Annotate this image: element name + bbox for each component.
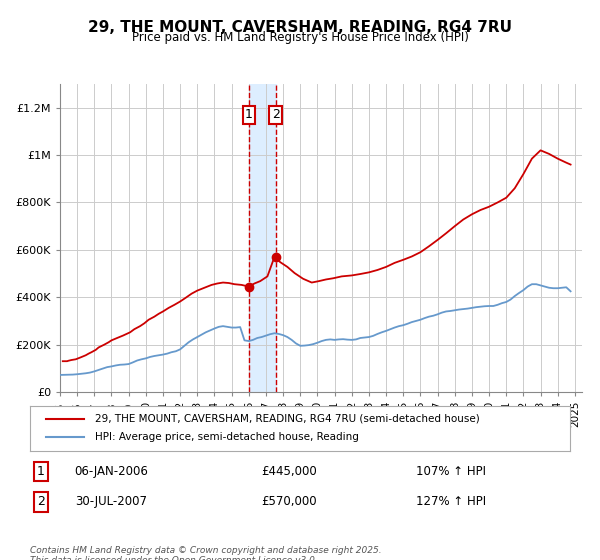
- Text: 1: 1: [245, 108, 253, 122]
- Text: Price paid vs. HM Land Registry's House Price Index (HPI): Price paid vs. HM Land Registry's House …: [131, 31, 469, 44]
- Text: 29, THE MOUNT, CAVERSHAM, READING, RG4 7RU (semi-detached house): 29, THE MOUNT, CAVERSHAM, READING, RG4 7…: [95, 413, 479, 423]
- Text: 2: 2: [272, 108, 280, 122]
- Text: Contains HM Land Registry data © Crown copyright and database right 2025.
This d: Contains HM Land Registry data © Crown c…: [30, 546, 382, 560]
- Bar: [249, 84, 276, 392]
- Text: £570,000: £570,000: [262, 496, 317, 508]
- Text: 127% ↑ HPI: 127% ↑ HPI: [416, 496, 486, 508]
- Text: 29, THE MOUNT, CAVERSHAM, READING, RG4 7RU: 29, THE MOUNT, CAVERSHAM, READING, RG4 7…: [88, 20, 512, 35]
- Text: 107% ↑ HPI: 107% ↑ HPI: [416, 465, 486, 478]
- Text: 2: 2: [37, 496, 45, 508]
- Text: 1: 1: [37, 465, 45, 478]
- Text: £445,000: £445,000: [262, 465, 317, 478]
- Text: HPI: Average price, semi-detached house, Reading: HPI: Average price, semi-detached house,…: [95, 432, 359, 442]
- Text: 06-JAN-2006: 06-JAN-2006: [74, 465, 148, 478]
- Text: 30-JUL-2007: 30-JUL-2007: [75, 496, 147, 508]
